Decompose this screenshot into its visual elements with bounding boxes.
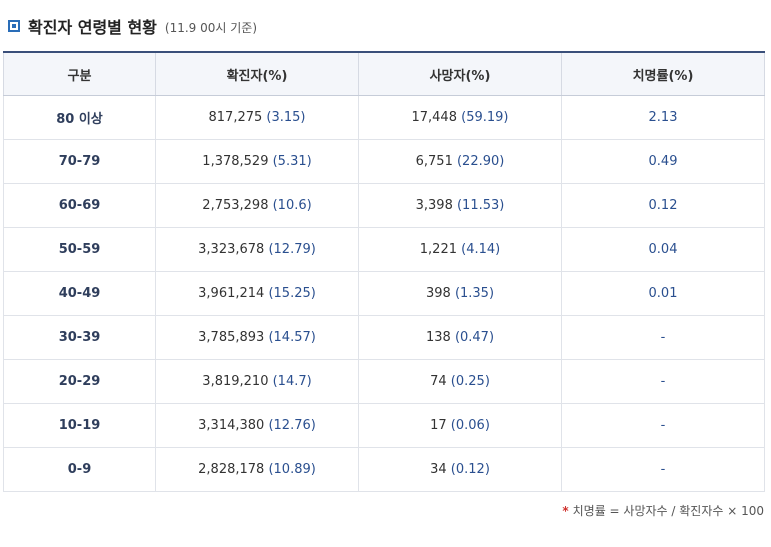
table-row: 30-39 3,785,893 (14.57) 138 (0.47) - [3,315,765,360]
deaths-cell: 398 (1.35) [358,271,562,316]
section-header: 확진자 연령별 현황 (11.9 00시 기준) [8,14,257,38]
table-row: 70-79 1,378,529 (5.31) 6,751 (22.90) 0.49 [3,139,765,184]
table-row: 60-69 2,753,298 (10.6) 3,398 (11.53) 0.12 [3,183,765,228]
table-row: 10-19 3,314,380 (12.76) 17 (0.06) - [3,403,765,448]
deaths-percent: (1.35) [454,286,495,301]
confirmed-percent: (12.79) [268,242,316,257]
confirmed-cell: 2,828,178 (10.89) [155,447,359,492]
fatality-rate-cell: - [561,447,765,492]
confirmed-count: 3,961,214 [198,286,265,301]
deaths-percent: (22.90) [456,154,505,169]
fatality-rate-cell: - [561,315,765,360]
fatality-rate-cell: 0.04 [561,227,765,272]
confirmed-cell: 3,314,380 (12.76) [155,403,359,448]
deaths-percent: (4.14) [461,242,501,257]
deaths-cell: 74 (0.25) [358,359,562,404]
confirmed-cell: 3,961,214 (15.25) [155,271,359,316]
fatality-rate-cell: 2.13 [561,95,765,140]
confirmed-cell: 3,819,210 (14.7) [155,359,359,404]
deaths-cell: 1,221 (4.14) [358,227,562,272]
table-row: 20-29 3,819,210 (14.7) 74 (0.25) - [3,359,765,404]
confirmed-cell: 1,378,529 (5.31) [155,139,359,184]
deaths-cell: 6,751 (22.90) [358,139,562,184]
fatality-rate-cell: - [561,359,765,404]
deaths-percent: (0.06) [450,418,490,433]
confirmed-count: 3,819,210 [202,374,269,389]
confirmed-count: 2,828,178 [198,462,265,477]
column-header-deaths: 사망자(%) [358,51,562,96]
confirmed-percent: (14.7) [272,374,312,389]
footnote-marker: * [562,504,569,518]
confirmed-count: 3,785,893 [198,330,265,345]
deaths-count: 138 [425,330,451,345]
table-header-row: 구분 확진자(%) 사망자(%) 치명률(%) [3,51,765,96]
confirmed-count: 3,323,678 [198,242,265,257]
column-header-fatality: 치명률(%) [561,51,765,96]
deaths-percent: (59.19) [461,110,509,125]
confirmed-cell: 3,785,893 (14.57) [155,315,359,360]
deaths-count: 17 [430,418,447,433]
age-group-cell: 60-69 [3,183,156,228]
confirmed-count: 3,314,380 [198,418,265,433]
fatality-rate-cell: 0.01 [561,271,765,316]
age-group-cell: 80 이상 [3,95,156,140]
deaths-percent: (0.47) [454,330,495,345]
deaths-count: 17,448 [411,110,457,125]
table-row: 0-9 2,828,178 (10.89) 34 (0.12) - [3,447,765,492]
fatality-rate-cell: 0.49 [561,139,765,184]
column-header-group: 구분 [3,51,156,96]
confirmed-cell: 2,753,298 (10.6) [155,183,359,228]
confirmed-percent: (10.89) [268,462,316,477]
deaths-count: 398 [425,286,451,301]
age-group-cell: 20-29 [3,359,156,404]
table-row: 80 이상 817,275 (3.15) 17,448 (59.19) 2.13 [3,95,765,140]
confirmed-percent: (5.31) [272,154,312,169]
confirmed-percent: (12.76) [268,418,316,433]
data-basis-note: (11.9 00시 기준) [164,20,258,35]
fatality-rate-cell: - [561,403,765,448]
deaths-percent: (0.25) [450,374,490,389]
confirmed-cell: 3,323,678 (12.79) [155,227,359,272]
confirmed-percent: (15.25) [268,286,316,301]
confirmed-count: 2,753,298 [202,198,269,213]
table-row: 40-49 3,961,214 (15.25) 398 (1.35) 0.01 [3,271,765,316]
section-title: 확진자 연령별 현황 [28,18,157,37]
deaths-count: 74 [430,374,447,389]
age-group-cell: 30-39 [3,315,156,360]
age-group-table: 구분 확진자(%) 사망자(%) 치명률(%) 80 이상 817,275 (3.… [3,51,765,492]
confirmed-cell: 817,275 (3.15) [155,95,359,140]
confirmed-percent: (3.15) [266,110,306,125]
deaths-count: 1,221 [419,242,457,257]
fatality-rate-cell: 0.12 [561,183,765,228]
confirmed-count: 817,275 [208,110,263,125]
deaths-cell: 17,448 (59.19) [358,95,562,140]
age-group-cell: 10-19 [3,403,156,448]
deaths-cell: 3,398 (11.53) [358,183,562,228]
confirmed-count: 1,378,529 [202,154,269,169]
deaths-percent: (0.12) [450,462,490,477]
age-group-cell: 70-79 [3,139,156,184]
deaths-cell: 17 (0.06) [358,403,562,448]
age-group-cell: 50-59 [3,227,156,272]
age-group-cell: 40-49 [3,271,156,316]
deaths-cell: 138 (0.47) [358,315,562,360]
footnote: * 치명률 = 사망자수 / 확진자수 × 100 [562,502,764,519]
confirmed-percent: (10.6) [272,198,312,213]
age-group-cell: 0-9 [3,447,156,492]
deaths-count: 6,751 [415,154,453,169]
deaths-count: 3,398 [415,198,453,213]
deaths-cell: 34 (0.12) [358,447,562,492]
table-row: 50-59 3,323,678 (12.79) 1,221 (4.14) 0.04 [3,227,765,272]
column-header-confirmed: 확진자(%) [155,51,359,96]
deaths-count: 34 [430,462,447,477]
footnote-text: 치명률 = 사망자수 / 확진자수 × 100 [572,504,764,518]
confirmed-percent: (14.57) [268,330,316,345]
square-bullet-icon [8,20,20,32]
deaths-percent: (11.53) [456,198,505,213]
